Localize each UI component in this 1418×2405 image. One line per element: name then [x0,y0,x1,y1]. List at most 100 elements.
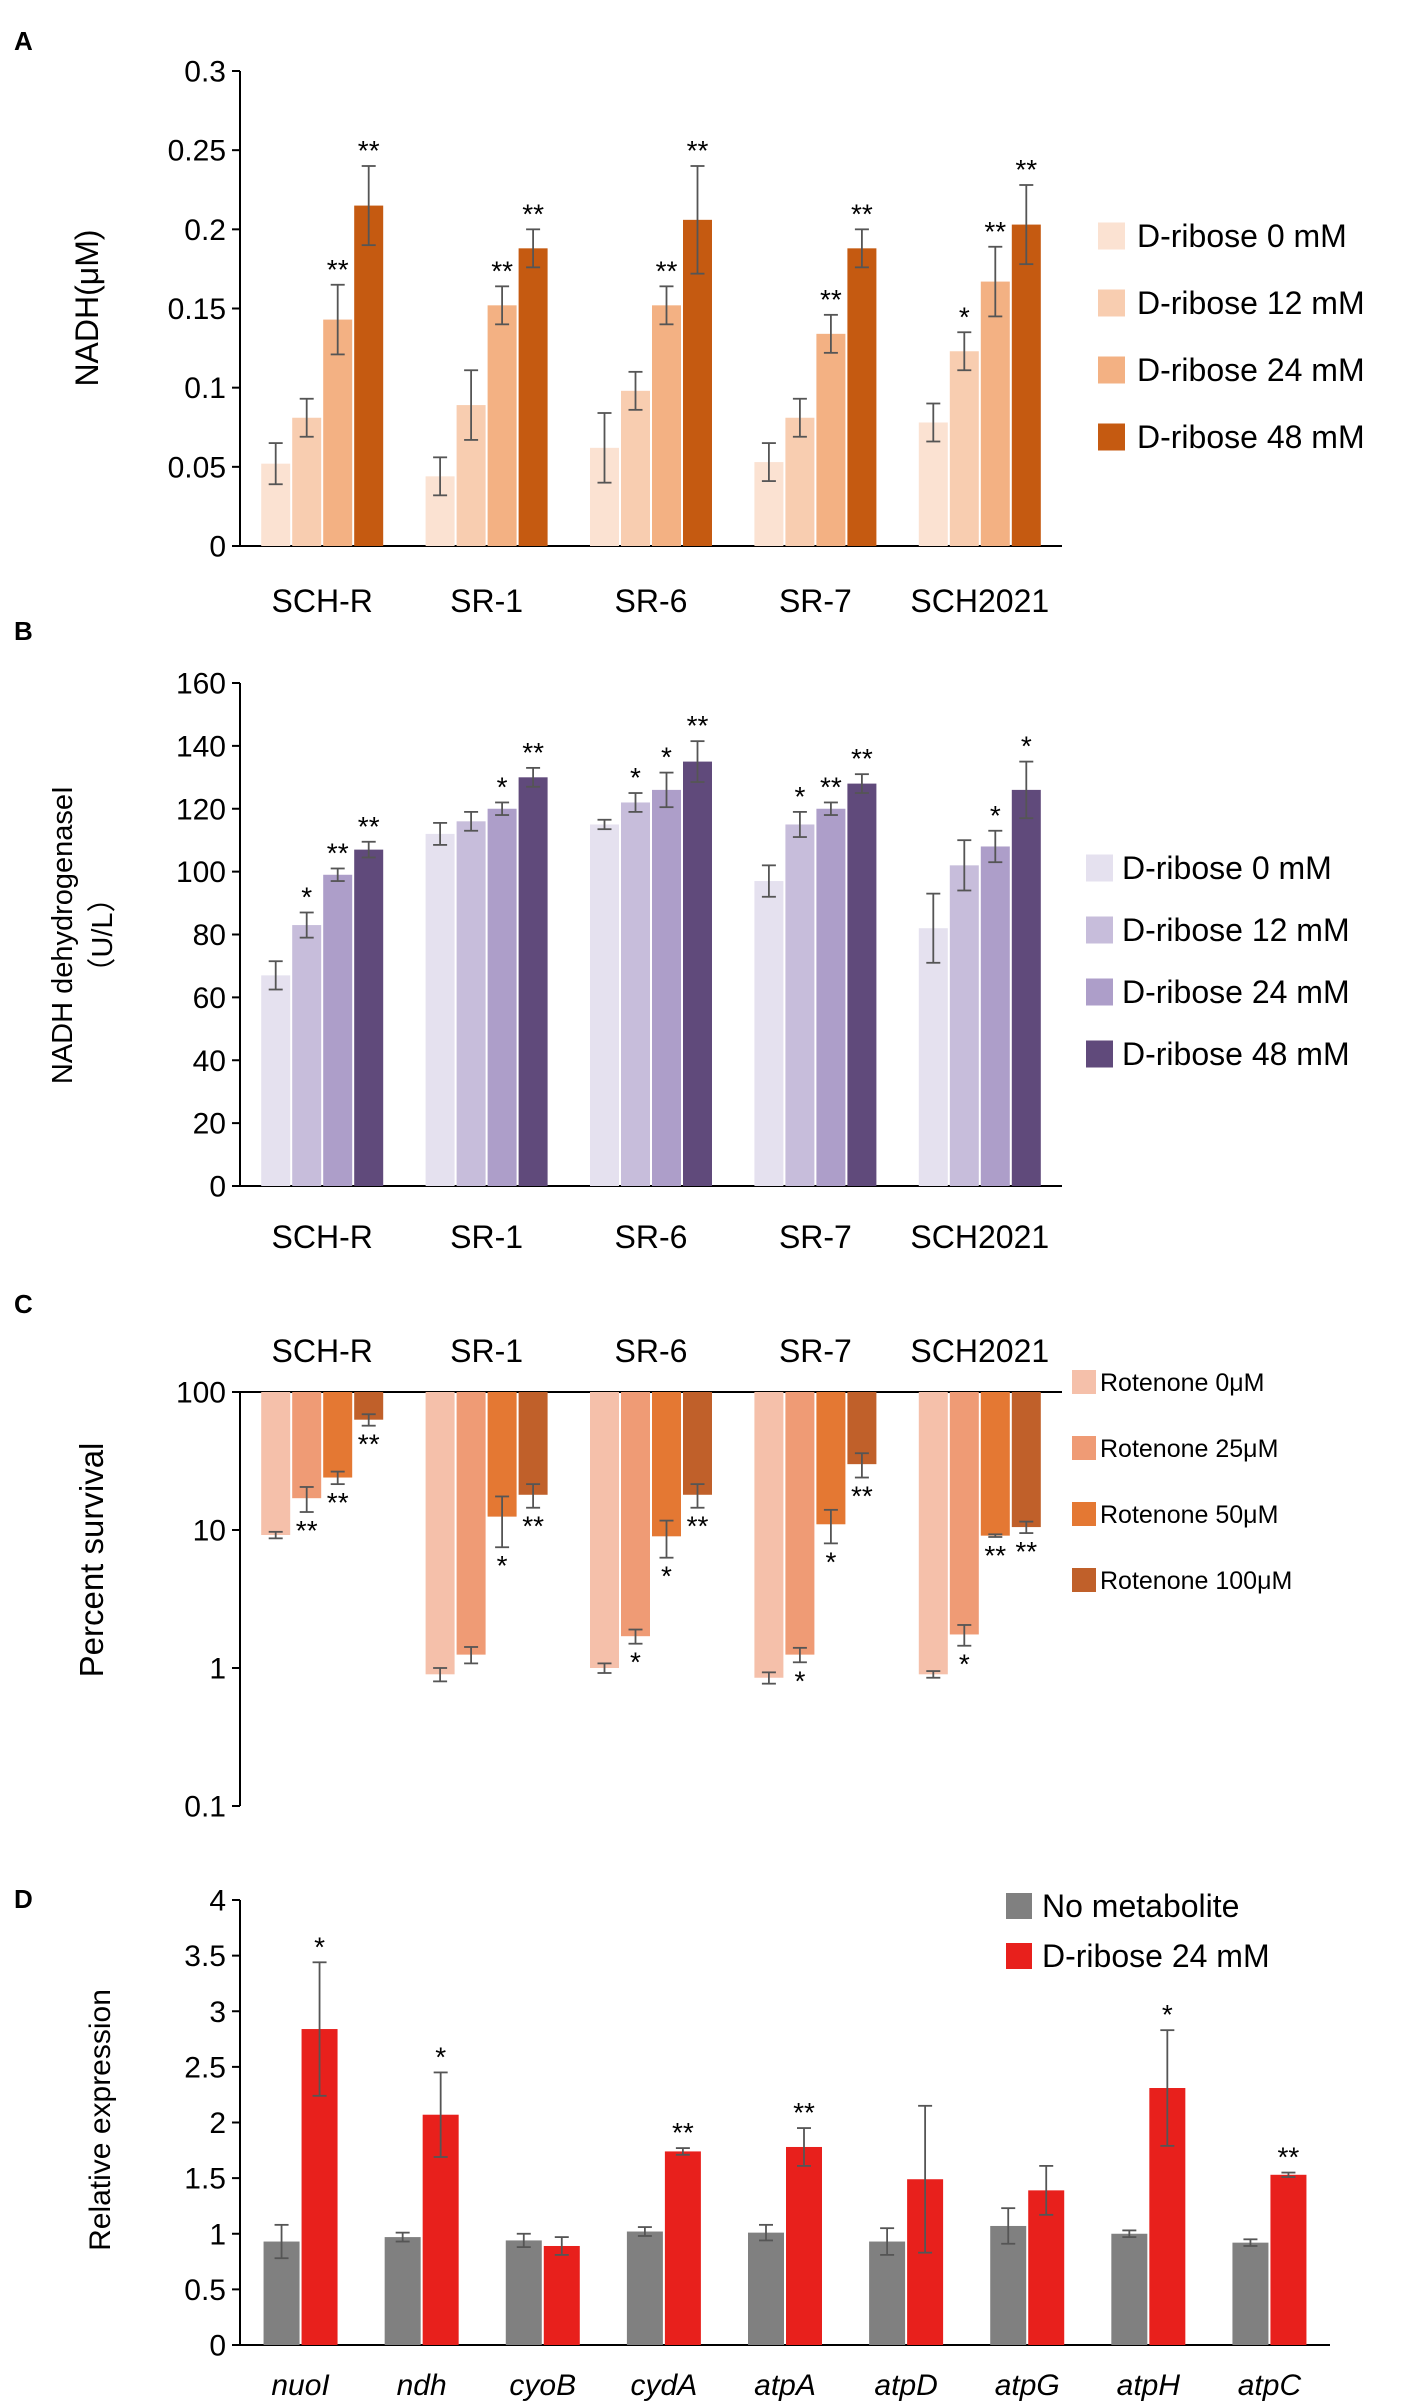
significance-marker: ** [851,743,873,774]
significance-marker: ** [984,1540,1006,1571]
y-tick-label: 60 [193,982,226,1015]
x-category-label: SR-1 [450,1333,523,1369]
significance-marker: ** [327,254,349,285]
bar [518,777,548,1186]
bar [918,1392,948,1675]
x-category-label: SR-1 [450,583,523,619]
significance-marker: * [794,1665,805,1696]
x-category-label: SR-6 [615,1219,688,1255]
bar [980,1392,1010,1536]
x-category-label: SCH2021 [910,1333,1049,1369]
bar [1270,2174,1307,2345]
y-axis-title: Relative expression [84,1989,117,2251]
panel-label-a: A [14,26,33,56]
x-category-label: SCH2021 [910,1219,1049,1255]
x-category-label: SCH-R [272,1219,373,1255]
significance-marker: ** [793,2097,815,2128]
significance-marker: ** [327,837,349,868]
x-category-label: atpD [874,2369,937,2402]
bar [1232,2242,1269,2345]
legend-label: Rotenone 0μM [1100,1369,1265,1397]
legend-label: D-ribose 12 mM [1137,285,1365,321]
y-axis-title: NADH(μM) [69,229,105,386]
x-category-label: atpG [995,2369,1060,2402]
bar [456,821,486,1186]
y-tick-label: 0 [209,2330,226,2363]
legend-swatch [1086,1040,1113,1068]
significance-marker: * [1162,1999,1173,2030]
bar [543,2245,580,2345]
x-category-label: SCH2021 [910,583,1049,619]
legend-label: Rotenone 25μM [1100,1435,1278,1463]
significance-marker: * [435,2041,446,2072]
significance-marker: ** [687,710,709,741]
bar [683,761,712,1186]
significance-marker: * [661,1561,672,1592]
x-category-label: SR-7 [779,1333,852,1369]
y-tick-label: 80 [193,919,226,952]
y-tick-label: 0 [209,531,226,564]
significance-marker: ** [1015,154,1037,185]
bar [425,833,455,1186]
legend-swatch [1086,978,1113,1006]
bar [847,248,877,547]
legend-swatch [1098,423,1125,451]
bar [1011,1392,1041,1528]
bar [816,808,846,1186]
y-tick-label: 0.25 [168,135,226,168]
bar [816,333,846,546]
significance-marker: ** [672,2117,694,2148]
bar [785,824,815,1186]
legend-label: D-ribose 0 mM [1122,850,1332,886]
bar [292,1392,322,1499]
legend-label: D-ribose 48 mM [1122,1036,1350,1072]
significance-marker: ** [984,216,1006,247]
legend-swatch [1086,854,1113,882]
significance-marker: * [630,1647,641,1678]
legend-swatch [1006,1893,1032,1919]
bar [980,846,1010,1186]
y-tick-label: 20 [193,1108,226,1141]
y-tick-label: 3 [209,1996,226,2029]
bar [292,417,322,546]
x-category-label: SCH-R [272,1333,373,1369]
x-category-label: SR-7 [779,1219,852,1255]
x-category-label: atpH [1117,2369,1181,2402]
bar [621,802,650,1186]
significance-marker: * [794,781,805,812]
bar [487,305,517,546]
y-tick-label: 0.5 [184,2274,226,2307]
y-tick-label: 4 [209,1885,226,1918]
y-tick-label: 1 [209,1653,226,1686]
x-category-label: cyoB [509,2369,576,2402]
bar [590,824,619,1186]
y-tick-label: 0.15 [168,293,226,326]
significance-marker: * [959,1649,970,1680]
y-tick-label: 0.1 [184,372,226,405]
bar [261,975,291,1186]
bar [456,1392,486,1655]
bar [847,1392,877,1465]
bar [323,1392,353,1478]
x-category-label: nuoI [271,2369,329,2402]
significance-marker: ** [522,198,544,229]
bar [261,1392,291,1535]
legend-label: No metabolite [1042,1888,1239,1924]
bar [785,1392,815,1655]
bar [292,925,322,1186]
significance-marker: * [314,1931,325,1962]
bar [652,305,681,546]
bar [652,1392,681,1537]
bar [1011,789,1041,1186]
y-tick-label: 0.3 [184,56,226,89]
significance-marker: ** [358,135,380,166]
bar [786,2146,822,2345]
bar [621,390,650,546]
bar [505,2240,542,2345]
legend-swatch [1072,1436,1096,1460]
bar [354,849,384,1186]
bar [990,2225,1027,2345]
y-tick-label: 2.5 [184,2051,226,2084]
legend-swatch [1086,916,1113,944]
y-tick-label: 120 [176,793,226,826]
